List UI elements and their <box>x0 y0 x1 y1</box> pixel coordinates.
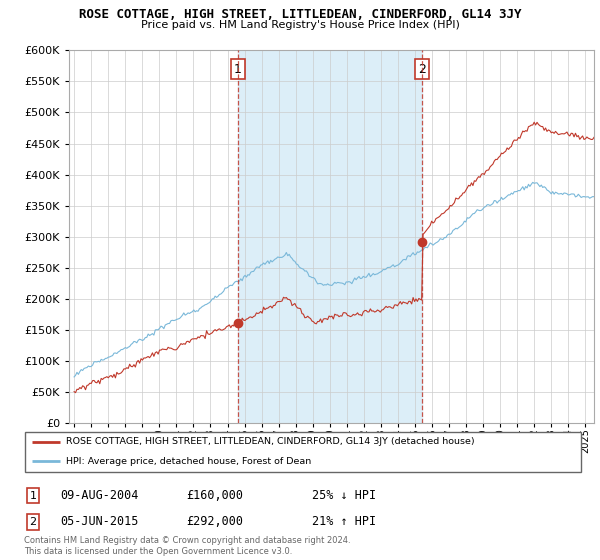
Text: 2: 2 <box>418 63 426 76</box>
Bar <box>238 50 422 423</box>
FancyBboxPatch shape <box>25 432 581 473</box>
Text: 1: 1 <box>29 491 37 501</box>
Text: £160,000: £160,000 <box>186 489 243 502</box>
Text: ROSE COTTAGE, HIGH STREET, LITTLEDEAN, CINDERFORD, GL14 3JY: ROSE COTTAGE, HIGH STREET, LITTLEDEAN, C… <box>79 8 521 21</box>
Text: £292,000: £292,000 <box>186 515 243 529</box>
Text: 05-JUN-2015: 05-JUN-2015 <box>60 515 139 529</box>
Text: ROSE COTTAGE, HIGH STREET, LITTLEDEAN, CINDERFORD, GL14 3JY (detached house): ROSE COTTAGE, HIGH STREET, LITTLEDEAN, C… <box>66 437 475 446</box>
Text: Contains HM Land Registry data © Crown copyright and database right 2024.
This d: Contains HM Land Registry data © Crown c… <box>24 536 350 556</box>
Text: Price paid vs. HM Land Registry's House Price Index (HPI): Price paid vs. HM Land Registry's House … <box>140 20 460 30</box>
Text: 2: 2 <box>29 517 37 527</box>
Text: 25% ↓ HPI: 25% ↓ HPI <box>312 489 376 502</box>
Text: 09-AUG-2004: 09-AUG-2004 <box>60 489 139 502</box>
Text: 1: 1 <box>234 63 242 76</box>
Text: HPI: Average price, detached house, Forest of Dean: HPI: Average price, detached house, Fore… <box>66 457 311 466</box>
Text: 21% ↑ HPI: 21% ↑ HPI <box>312 515 376 529</box>
